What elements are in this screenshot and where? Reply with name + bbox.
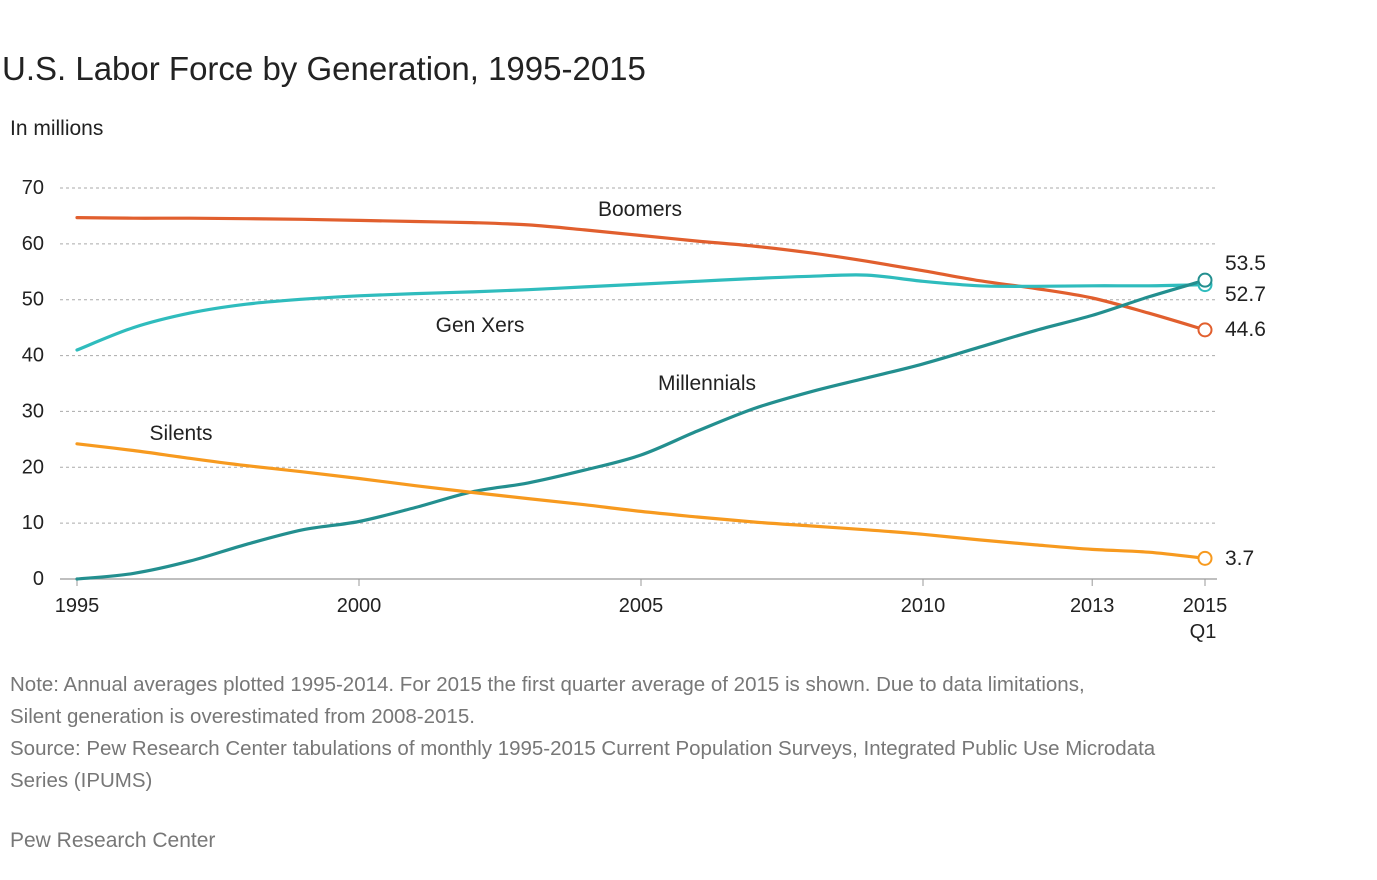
series-labels: 44.6 Boomers 52.7 Gen Xers 53.5 Millennials 3.… [149, 198, 1265, 570]
series-line-millennials [75, 278, 1207, 581]
line-chart: 0 10 20 30 40 50 60 70 1995 2000 2005 2010 2013 2015… [22, 177, 1266, 643]
x-tick-label: 2000 [337, 595, 382, 617]
y-tick-label: 0 [33, 568, 44, 590]
y-tick-label: 50 [22, 289, 44, 311]
x-tick-label: 1995 [55, 595, 100, 617]
end-marker-millennials [1197, 272, 1213, 288]
y-axis-ticks: 0 10 20 30 40 50 60 70 [22, 177, 44, 590]
chart-notes: Note: Annual averages plotted 1995-2014.… [10, 669, 1370, 797]
note-line: Note: Annual averages plotted 1995-2014.… [10, 673, 1085, 696]
x-axis: 1995 2000 2005 2010 2013 2015 Q1 [55, 579, 1228, 643]
gridlines [60, 187, 1217, 580]
source-line: Series (IPUMS) [10, 769, 153, 792]
note-line: Silent generation is overestimated from … [10, 705, 475, 728]
end-marker-silents [1197, 550, 1213, 566]
end-value-label-boomers: 44.6 [1225, 318, 1266, 341]
end-markers [1197, 272, 1213, 566]
y-tick-label: 70 [22, 177, 44, 199]
series-name-label-gen-xers: Gen Xers [436, 314, 525, 337]
series-line-silents [75, 442, 1207, 560]
series-name-label-boomers: Boomers [598, 198, 682, 221]
y-tick-label: 30 [22, 400, 44, 422]
chart-title: U.S. Labor Force by Generation, 1995-201… [2, 50, 646, 87]
x-tick-label: 2015 [1183, 595, 1228, 617]
series-lines [75, 216, 1207, 581]
end-value-label-silents: 3.7 [1225, 547, 1254, 570]
series-name-label-millennials: Millennials [658, 372, 756, 395]
y-axis-unit-label: In millions [10, 117, 104, 140]
y-tick-label: 40 [22, 345, 44, 367]
x-tick-label: 2005 [619, 595, 664, 617]
source-line: Source: Pew Research Center tabulations … [10, 737, 1156, 760]
series-name-label-silents: Silents [149, 422, 212, 445]
end-marker-boomers [1197, 322, 1213, 338]
credit-text: Pew Research Center [10, 829, 216, 852]
y-tick-label: 20 [22, 456, 44, 478]
y-tick-label: 60 [22, 233, 44, 255]
end-value-label-millennials: 53.5 [1225, 252, 1266, 275]
x-tick-label: 2010 [901, 595, 946, 617]
y-tick-label: 10 [22, 512, 44, 534]
end-value-label-gen-xers: 52.7 [1225, 283, 1266, 306]
x-tick-sublabel: Q1 [1190, 621, 1217, 643]
series-line-gen-xers [75, 273, 1207, 352]
x-tick-label: 2013 [1070, 595, 1115, 617]
series-line-boomers [75, 216, 1207, 332]
